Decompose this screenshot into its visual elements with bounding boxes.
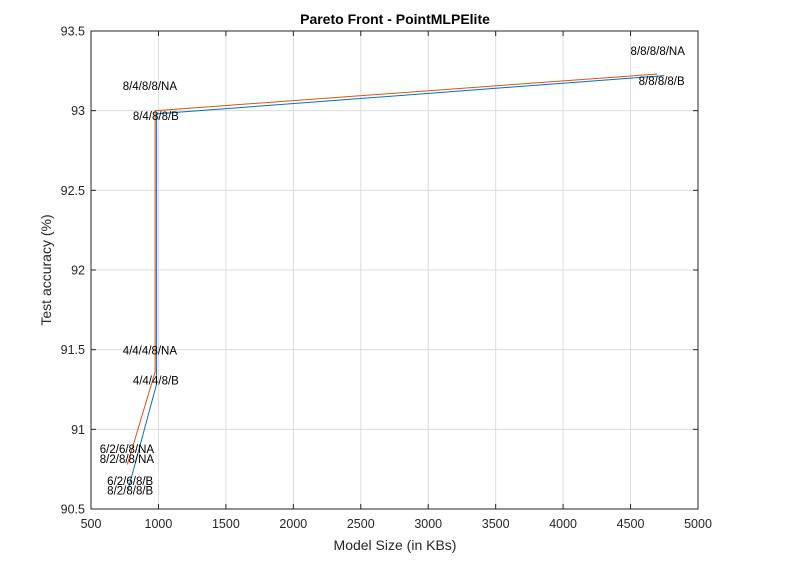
x-tick-label: 2500 [347,517,375,531]
point-annotation: 8/8/8/8/B [639,76,685,88]
series-lines [126,73,665,491]
x-tick-label: 1000 [145,517,173,531]
point-annotation: 8/2/8/8/B [107,486,153,498]
point-annotation: 8/8/8/8/NA [631,46,686,58]
point-annotations: 8/8/8/8/NA 8/8/8/8/B 8/4/8/8/NA 8/4/8/8/B 4/… [100,46,685,498]
y-axis-ticks: 90.5 91 91.5 92 92.5 93 93.5 [61,25,698,517]
x-tick-label: 2000 [279,517,307,531]
x-tick-label: 4500 [617,517,645,531]
x-tick-label: 500 [81,517,102,531]
y-tick-label: 91 [71,423,85,437]
x-tick-label: 4000 [549,517,577,531]
x-tick-label: 1500 [212,517,240,531]
y-tick-label: 90.5 [61,503,85,517]
x-tick-label: 3500 [482,517,510,531]
y-tick-label: 93 [71,104,85,118]
chart-title: Pareto Front - PointMLPElite [300,11,490,27]
series-line-1 [127,75,665,491]
x-axis-ticks: 500 1000 1500 2000 2500 3000 3500 4000 4500 5000 [81,31,712,531]
point-annotation: 4/4/4/8/B [133,376,179,388]
y-tick-label: 92 [71,264,85,278]
point-annotation: 8/4/8/8/B [133,111,179,123]
grid-lines [91,31,698,509]
x-axis-label: Model Size (in KBs) [334,537,457,553]
point-annotation: 4/4/4/8/NA [123,345,178,357]
y-axis-label: Test accuracy (%) [38,214,54,325]
y-tick-label: 91.5 [61,343,85,357]
y-tick-label: 93.5 [61,25,85,39]
y-tick-label: 92.5 [61,184,85,198]
series-line-2 [126,73,658,465]
point-annotation: 8/4/8/8/NA [123,81,178,93]
point-annotation: 6/2/6/8/NA [100,444,155,456]
point-annotation: 6/2/6/8/B [107,476,153,488]
point-annotation: 8/2/8/8/NA [100,454,155,466]
x-tick-label: 3000 [414,517,442,531]
x-tick-label: 5000 [684,517,712,531]
